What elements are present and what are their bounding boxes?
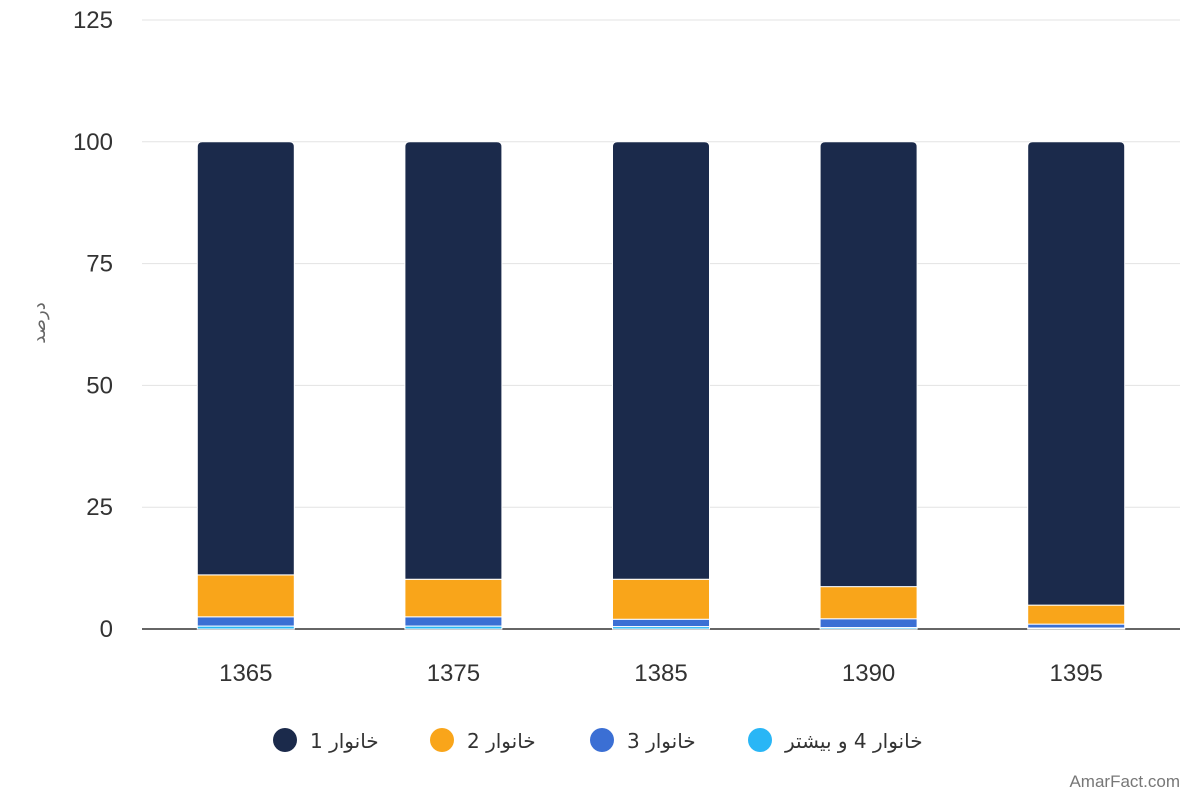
- legend-swatch: [748, 728, 772, 752]
- bar-segment: [819, 141, 918, 588]
- legend-label: خانوار 3: [627, 729, 696, 753]
- x-tick-label: 1390: [842, 660, 895, 687]
- bar-segment: [196, 574, 295, 618]
- legend-item[interactable]: خانوار 2: [430, 728, 536, 753]
- legend-swatch: [590, 728, 614, 752]
- y-tick-label: 50: [86, 372, 113, 399]
- legend: خانوار 1 خانوار 2 خانوار 3 خانوار 4 و بیشتر: [273, 728, 923, 753]
- legend-swatch: [273, 728, 297, 752]
- x-tick-label: 1385: [634, 660, 687, 687]
- bar-segment: [196, 616, 295, 627]
- bar-segment: [612, 618, 710, 628]
- bar-segment: [404, 578, 503, 618]
- bars: [196, 141, 1126, 630]
- y-axis-ticks: 0 25 50 75 100 125: [73, 7, 113, 643]
- source-credit: AmarFact.com: [1069, 772, 1180, 791]
- bar-segment: [1027, 604, 1126, 625]
- y-tick-label: 25: [86, 494, 113, 521]
- bar-segment: [612, 141, 710, 580]
- y-axis-label: درصد: [29, 302, 50, 343]
- bar-segment: [819, 586, 918, 620]
- bar-segment: [612, 578, 710, 620]
- legend-item[interactable]: خانوار 1: [273, 728, 379, 753]
- bar-segment: [819, 618, 918, 629]
- x-axis-ticks: 1365 1375 1385 1390 1395: [219, 660, 1103, 687]
- x-tick-label: 1365: [219, 660, 272, 687]
- bar-segment: [404, 616, 503, 627]
- bar-segment: [1027, 623, 1126, 629]
- x-tick-label: 1375: [427, 660, 480, 687]
- bar-segment: [196, 141, 295, 576]
- legend-item[interactable]: خانوار 4 و بیشتر: [748, 728, 923, 753]
- y-tick-label: 100: [73, 129, 113, 156]
- y-tick-label: 125: [73, 7, 113, 34]
- bar-segment: [1027, 141, 1126, 606]
- legend-label: خانوار 1: [310, 729, 379, 753]
- y-tick-label: 75: [86, 251, 113, 278]
- x-tick-label: 1395: [1050, 660, 1103, 687]
- legend-item[interactable]: خانوار 3: [590, 728, 696, 753]
- legend-label: خانوار 4 و بیشتر: [784, 729, 923, 753]
- bar-segment: [404, 141, 503, 580]
- legend-swatch: [430, 728, 454, 752]
- y-tick-label: 0: [100, 616, 113, 643]
- legend-label: خانوار 2: [467, 729, 536, 753]
